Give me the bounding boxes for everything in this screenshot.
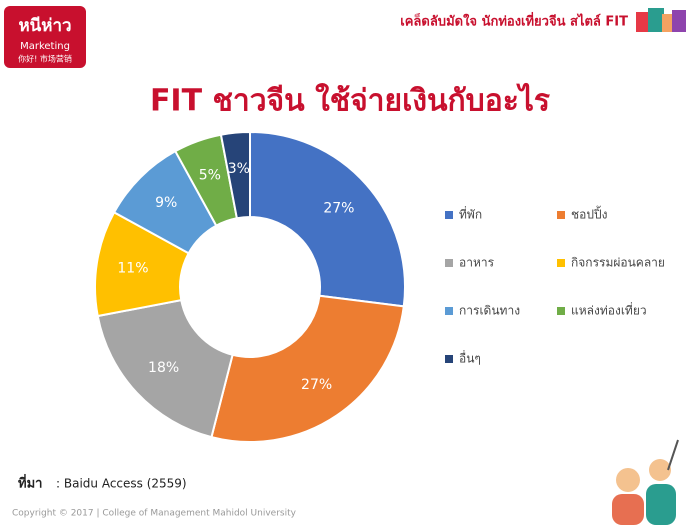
- slice: [219, 130, 251, 220]
- legend-label: กิจกรรมผ่อนคลาย: [571, 256, 665, 270]
- slice: [210, 294, 405, 443]
- source-label: ที่มา: [18, 474, 42, 492]
- legend-swatch: [557, 259, 565, 267]
- data-label: 11%: [117, 260, 148, 276]
- person-icon: [612, 439, 679, 525]
- tagline: เคล็ดลับมัดใจ นักท่องเที่ยวจีน สไตล์ FIT: [400, 12, 628, 30]
- logo-sub: Marketing: [20, 41, 70, 52]
- footer: Copyright © 2017 | College of Management…: [12, 509, 297, 519]
- legend-swatch: [557, 211, 565, 219]
- legend-label: ที่พัก: [459, 206, 482, 222]
- legend-label: การเดินทาง: [459, 304, 520, 318]
- slice: [96, 298, 234, 439]
- logo-tag: 你好! 市场营销: [18, 54, 72, 64]
- legend-swatch: [557, 307, 565, 315]
- legend-swatch: [445, 307, 453, 315]
- source-text: : Baidu Access (2559): [56, 477, 187, 491]
- legend-label: แหล่งท่องเที่ยว: [571, 302, 647, 318]
- legend-swatch: [445, 211, 453, 219]
- data-label: 27%: [301, 377, 332, 393]
- data-label: 27%: [323, 201, 354, 217]
- legend-label: ชอปปิ้ง: [571, 206, 607, 222]
- legend-label: อื่นๆ: [459, 350, 481, 366]
- data-label: 5%: [199, 168, 221, 184]
- legend-swatch: [445, 355, 453, 363]
- logo-box: [4, 6, 86, 68]
- slice: [249, 130, 406, 308]
- legend-swatch: [445, 259, 453, 267]
- legend-label: อาหาร: [459, 256, 495, 270]
- bags-icon: [636, 8, 686, 32]
- logo: หนีห่าว: [18, 15, 71, 36]
- data-label: 18%: [148, 360, 179, 376]
- data-label: 3%: [228, 161, 250, 177]
- data-label: 9%: [155, 195, 177, 211]
- chart-title: FIT ชาวจีน ใช้จ่ายเงินกับอะไร: [150, 83, 550, 119]
